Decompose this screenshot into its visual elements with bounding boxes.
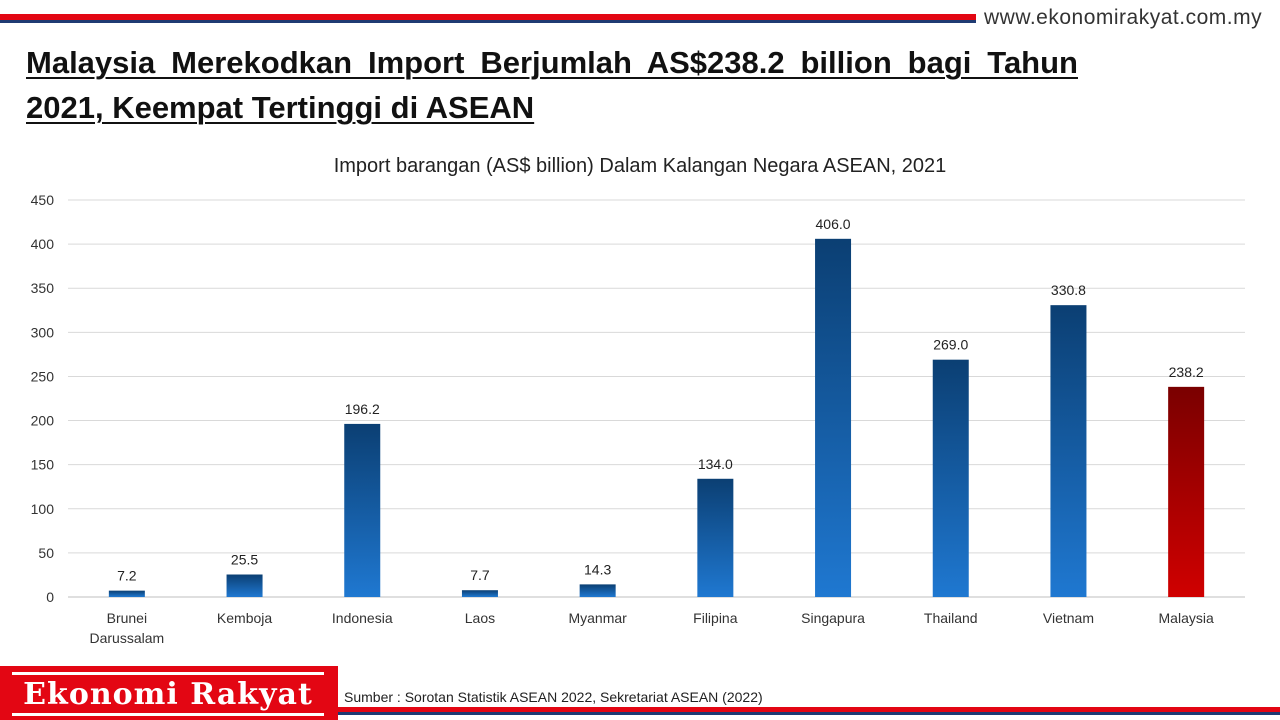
data-label: 196.2 bbox=[345, 401, 380, 417]
x-tick-label: Laos bbox=[465, 610, 495, 626]
bar bbox=[579, 584, 616, 597]
bar bbox=[815, 238, 852, 597]
data-label: 406.0 bbox=[816, 216, 851, 232]
data-label: 25.5 bbox=[231, 552, 258, 568]
x-tick-label: Singapura bbox=[801, 610, 865, 626]
bar bbox=[108, 590, 145, 597]
brand-logo-text: Ekonomi Rakyat bbox=[23, 677, 313, 712]
bar bbox=[461, 590, 498, 597]
source-note: Sumber : Sorotan Statistik ASEAN 2022, S… bbox=[344, 689, 763, 705]
y-tick-label: 300 bbox=[31, 324, 55, 340]
bar bbox=[226, 574, 263, 597]
x-tick-label: Vietnam bbox=[1043, 610, 1094, 626]
page-headline: Malaysia Merekodkan Import Berjumlah AS$… bbox=[26, 45, 1078, 125]
data-label: 134.0 bbox=[698, 456, 733, 472]
x-tick-label: Malaysia bbox=[1159, 610, 1214, 626]
y-tick-label: 200 bbox=[31, 413, 55, 429]
bar bbox=[344, 423, 381, 597]
x-tick-label: Filipina bbox=[693, 610, 738, 626]
bar bbox=[1050, 305, 1087, 597]
bar bbox=[1168, 386, 1205, 597]
bottom-red-stripe bbox=[338, 707, 1280, 712]
website-url[interactable]: www.ekonomirakyat.com.my bbox=[984, 6, 1263, 29]
bar bbox=[697, 478, 734, 597]
y-tick-label: 150 bbox=[31, 457, 55, 473]
x-tick-label: Kemboja bbox=[217, 610, 272, 626]
data-label: 7.2 bbox=[117, 568, 137, 584]
x-tick-label: Thailand bbox=[924, 610, 978, 626]
bar bbox=[932, 359, 969, 597]
top-navy-stripe bbox=[0, 20, 976, 23]
import-bar-chart: 0 50 100 150 200 250 300 350 400 450 7.2 25.5 196.2… bbox=[31, 192, 1245, 646]
y-tick-label: 100 bbox=[31, 501, 55, 517]
y-tick-label: 350 bbox=[31, 280, 55, 296]
bottom-navy-stripe bbox=[338, 712, 1280, 715]
brand-logo-frame: Ekonomi Rakyat bbox=[12, 672, 324, 716]
data-label: 330.8 bbox=[1051, 282, 1086, 298]
x-tick-label: Indonesia bbox=[332, 610, 393, 626]
top-red-stripe bbox=[0, 14, 976, 20]
y-axis-ticks: 0 50 100 150 200 250 300 350 400 450 bbox=[31, 192, 55, 605]
y-tick-label: 400 bbox=[31, 236, 55, 252]
bars bbox=[108, 238, 1205, 597]
x-tick-label: Darussalam bbox=[89, 630, 164, 646]
data-label: 14.3 bbox=[584, 561, 611, 577]
chart-title: Import barangan (AS$ billion) Dalam Kala… bbox=[333, 155, 947, 177]
y-tick-label: 50 bbox=[38, 545, 54, 561]
data-labels: 7.2 25.5 196.2 7.7 14.3 134.0 406.0 269.0 330.8 2… bbox=[117, 216, 1204, 584]
gridlines bbox=[68, 199, 1245, 598]
x-tick-label: Myanmar bbox=[568, 610, 627, 626]
data-label: 269.0 bbox=[933, 337, 968, 353]
y-tick-label: 250 bbox=[31, 368, 55, 384]
x-tick-label: Brunei bbox=[107, 610, 147, 626]
brand-logo[interactable]: Ekonomi Rakyat bbox=[0, 666, 338, 720]
data-label: 7.7 bbox=[470, 567, 490, 583]
x-axis-labels: Brunei Darussalam Kemboja Indonesia Laos Myan… bbox=[89, 610, 1213, 646]
y-tick-label: 450 bbox=[31, 192, 55, 208]
data-label: 238.2 bbox=[1169, 364, 1204, 380]
y-tick-label: 0 bbox=[46, 589, 54, 605]
